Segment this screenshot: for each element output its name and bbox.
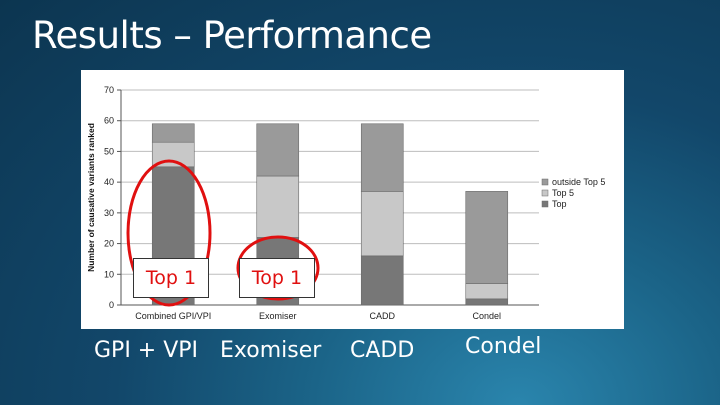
callout-top1-combined: Top 1 — [133, 258, 209, 298]
x-tick-label: Condel — [472, 311, 501, 321]
bar-outside-top-5-0 — [151, 123, 195, 143]
bar-outside-top-5-1 — [256, 123, 300, 177]
method-label-cadd: CADD — [350, 338, 415, 363]
bar-outside-top-5-3 — [465, 191, 509, 284]
y-tick-label: 70 — [104, 85, 114, 95]
highlight-ellipse-combined — [126, 159, 212, 307]
method-label-condel: Condel — [465, 334, 542, 359]
legend-swatch — [541, 178, 549, 186]
y-tick-label: 60 — [104, 116, 114, 126]
y-tick-label: 30 — [104, 208, 114, 218]
y-tick-label: 50 — [104, 146, 114, 156]
method-label-exomiser: Exomiser — [220, 338, 322, 363]
y-tick-label: 10 — [104, 269, 114, 279]
bar-top-3 — [465, 298, 509, 306]
bar-outside-top-5-2 — [360, 123, 404, 192]
legend-swatch — [541, 189, 549, 197]
x-tick-label: Combined GPI/VPI — [135, 311, 211, 321]
method-label-gpi-vpi: GPI + VPI — [94, 338, 199, 363]
bar-top-5-1 — [256, 175, 300, 238]
bar-top-5-3 — [465, 283, 509, 300]
legend-entry: outside Top 5 — [552, 177, 605, 187]
y-tick-label: 0 — [109, 300, 114, 310]
bar-top-2 — [360, 255, 404, 306]
legend-entry: Top 5 — [552, 188, 574, 198]
legend-swatch — [541, 200, 549, 208]
x-tick-label: Exomiser — [259, 311, 297, 321]
y-tick-label: 40 — [104, 177, 114, 187]
y-tick-label: 20 — [104, 239, 114, 249]
bar-top-5-2 — [360, 191, 404, 257]
highlight-ellipse-exomiser — [236, 235, 320, 301]
y-axis-label: Number of causative variants ranked — [86, 123, 96, 272]
callout-top1-exomiser: Top 1 — [239, 258, 315, 298]
slide-title: Results – Performance — [32, 14, 432, 57]
x-tick-label: CADD — [369, 311, 395, 321]
legend-entry: Top — [552, 199, 567, 209]
